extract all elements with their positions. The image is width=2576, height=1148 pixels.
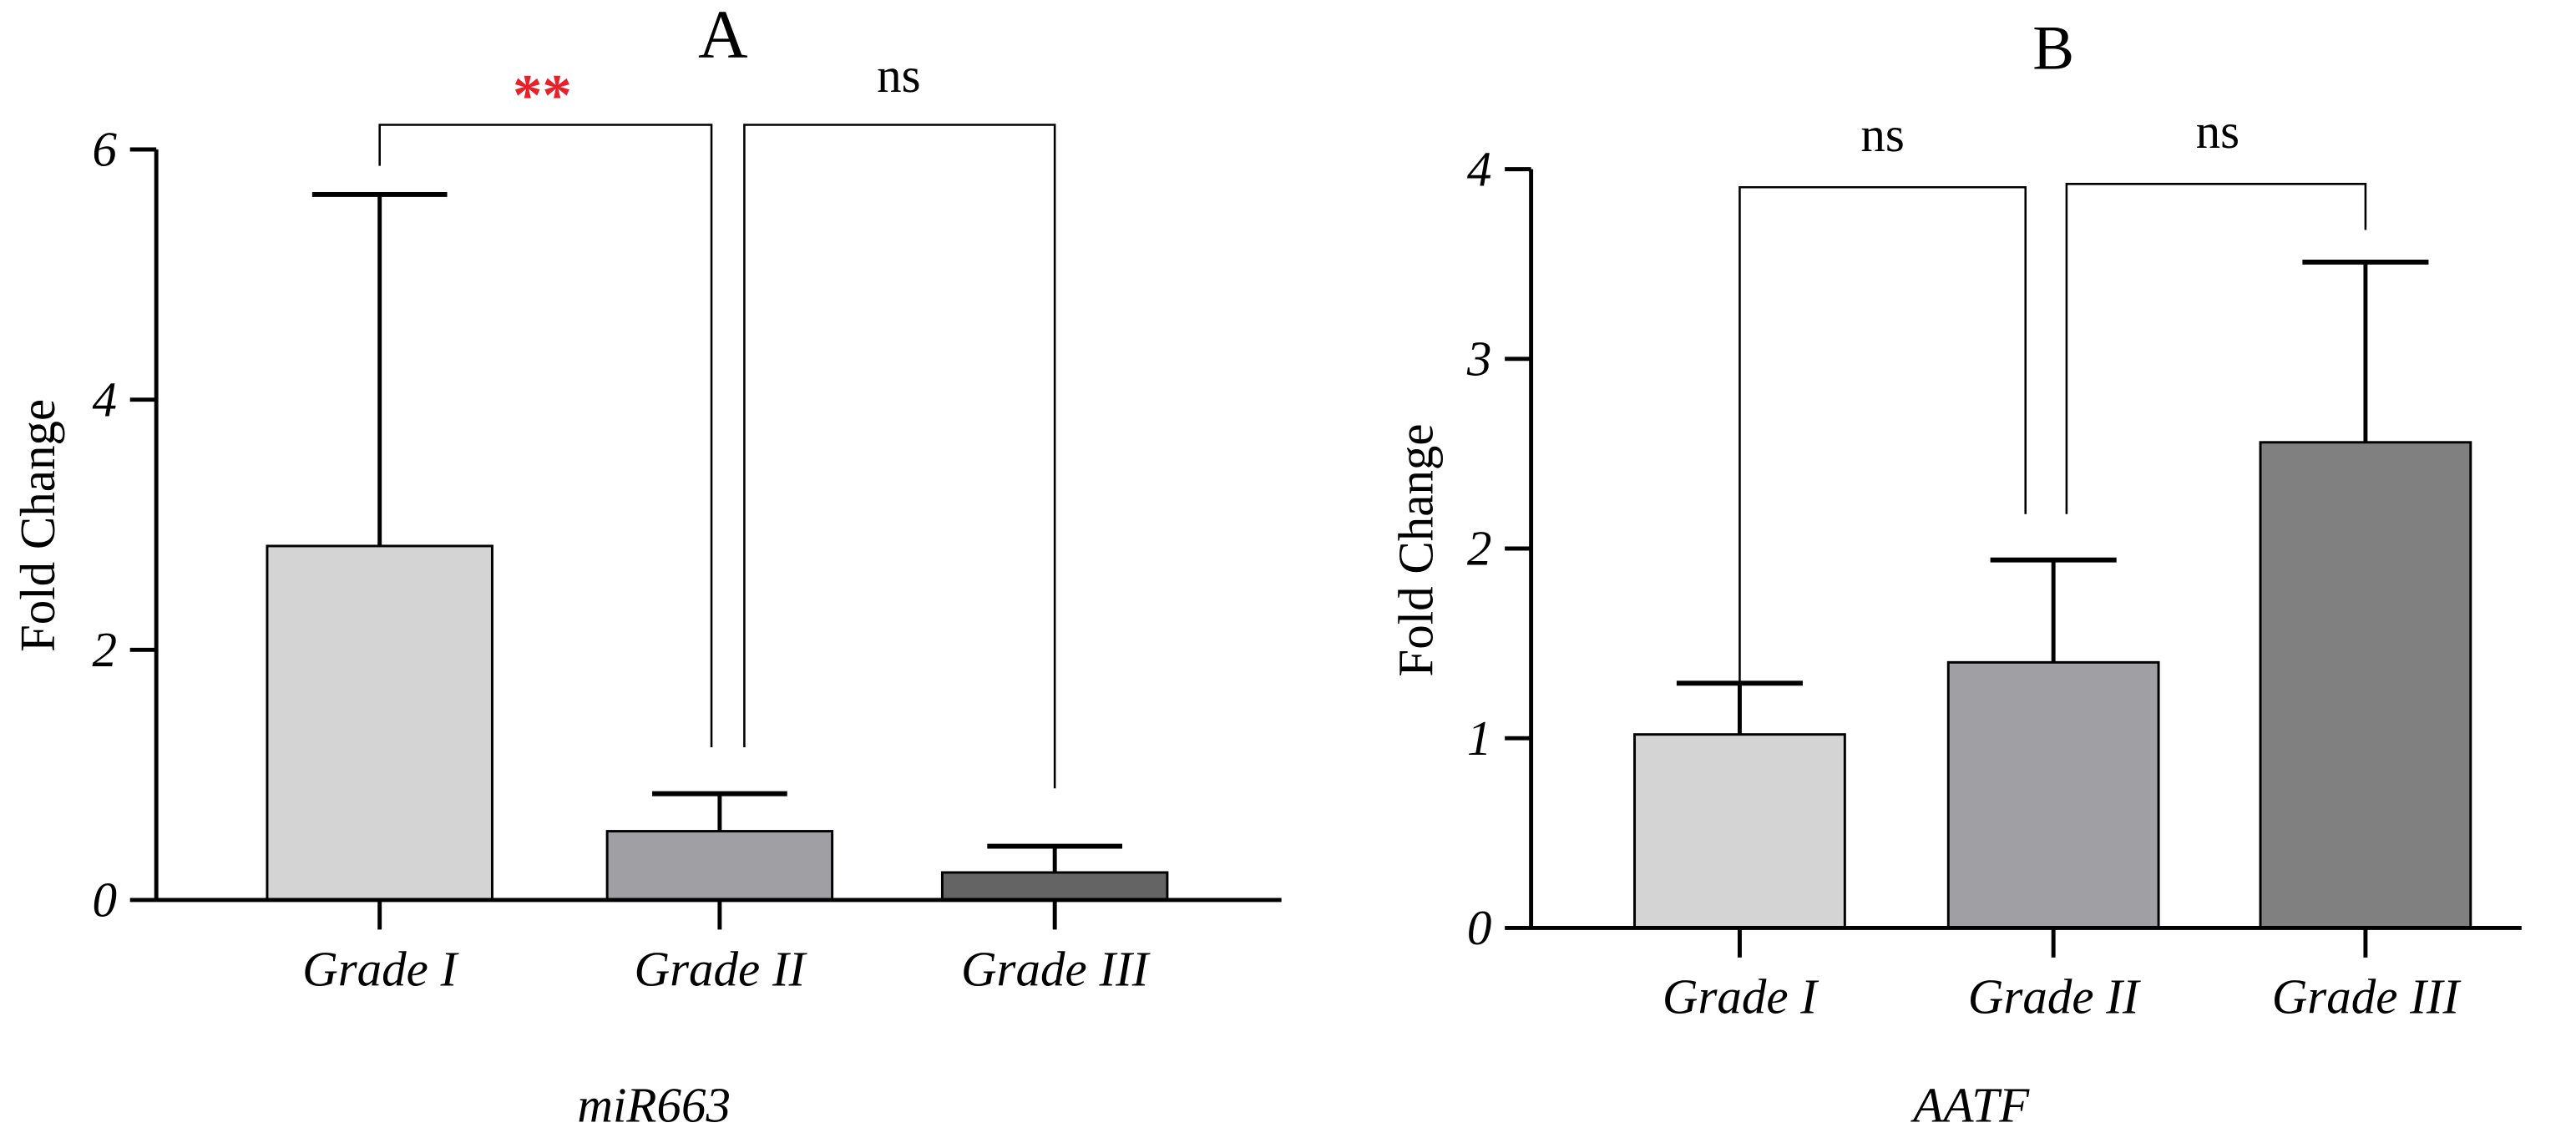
significance-bracket — [2065, 183, 2367, 514]
chart-b: B Grade I Grade II Grade III 0 1 2 3 4 Fold Chang… — [1389, 14, 2522, 1133]
significance-label: ** — [513, 63, 572, 129]
bar-grade-iii — [940, 871, 1169, 902]
x-tick-label: Grade II — [634, 941, 807, 996]
y-axis-label: Fold Change — [1389, 423, 1444, 676]
y-tick-label: 4 — [1467, 141, 1492, 196]
bar-grade-ii — [1946, 660, 2160, 929]
x-axis-label: AATF — [1910, 1078, 2030, 1133]
y-tick-label: 0 — [1467, 900, 1492, 955]
y-axis-label: Fold Change — [10, 399, 65, 652]
x-tick-label: Grade III — [2272, 969, 2462, 1024]
significance-label: ns — [2196, 104, 2239, 159]
y-tick-label: 4 — [92, 372, 117, 427]
chart-title: A — [698, 0, 748, 73]
y-tick-label: 2 — [92, 622, 117, 677]
significance-bracket — [1738, 185, 2027, 706]
y-tick-label: 0 — [92, 872, 117, 928]
significance-label: ns — [1860, 107, 1904, 162]
significance-label: ns — [877, 48, 920, 103]
significance-bracket — [743, 124, 1056, 789]
x-tick-label: Grade I — [302, 941, 459, 996]
y-tick-label: 2 — [1467, 521, 1492, 576]
chart-a: A Grade I Grade II Grade III 0 2 4 6 Fold Change… — [10, 0, 1282, 1133]
x-tick-label: Grade III — [961, 941, 1151, 996]
bar-grade-i — [1633, 733, 1846, 929]
y-tick-label: 6 — [92, 122, 117, 177]
x-tick-label: Grade II — [1968, 969, 2141, 1024]
x-axis-label: miR663 — [577, 1078, 731, 1133]
y-tick-label: 1 — [1467, 711, 1492, 766]
chart-title: B — [2032, 14, 2074, 83]
y-tick-label: 3 — [1466, 331, 1492, 386]
bar-grade-iii — [2259, 441, 2472, 929]
bar-grade-ii — [605, 830, 834, 902]
bar-grade-i — [266, 544, 493, 902]
significance-bracket — [378, 124, 713, 748]
x-tick-label: Grade I — [1663, 969, 1819, 1024]
